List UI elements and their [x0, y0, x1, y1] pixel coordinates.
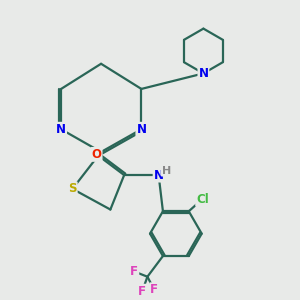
Text: H: H: [162, 166, 171, 176]
Text: O: O: [92, 148, 102, 161]
Text: N: N: [56, 123, 66, 136]
Text: F: F: [150, 283, 158, 296]
Text: Cl: Cl: [196, 193, 209, 206]
Text: F: F: [138, 285, 146, 298]
Text: F: F: [130, 265, 138, 278]
Text: N: N: [154, 169, 164, 182]
Text: S: S: [68, 182, 77, 195]
Text: N: N: [136, 123, 146, 136]
Text: N: N: [198, 67, 208, 80]
